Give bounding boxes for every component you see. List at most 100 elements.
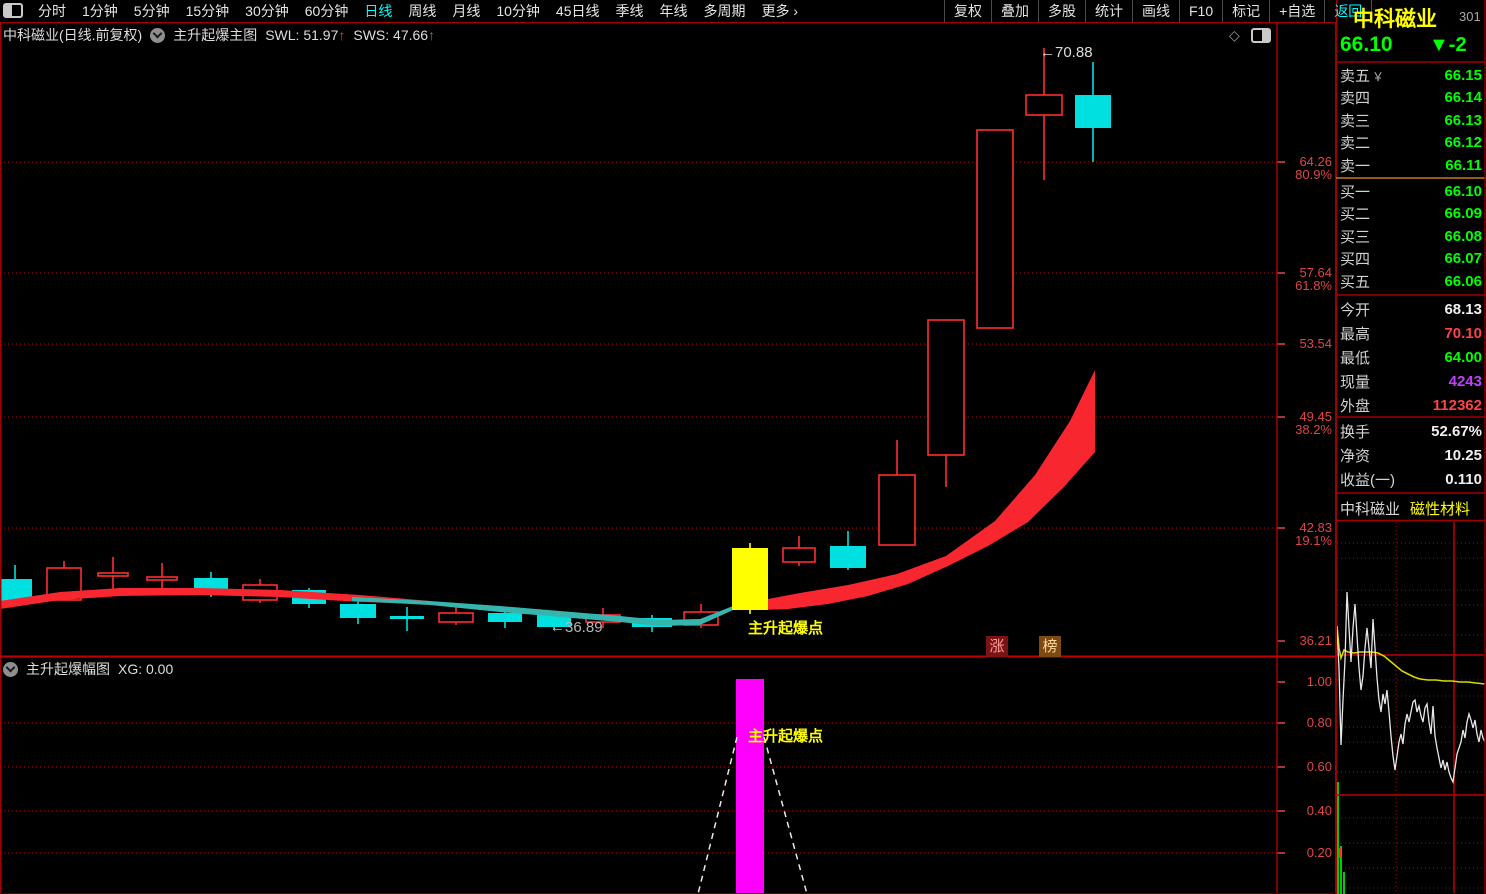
stat-3: 现量 4243 xyxy=(1340,369,1482,393)
split-pane-icon[interactable] xyxy=(1250,28,1271,43)
menu-item-6[interactable]: 日线 xyxy=(364,3,393,19)
fib-price-3: 49.45 xyxy=(1299,409,1332,424)
candle-body-up xyxy=(146,576,178,581)
stat2-1: 净资 10.25 xyxy=(1340,443,1482,467)
bid-row-2[interactable]: 买二 66.09 xyxy=(1340,203,1482,225)
bid-row-1[interactable]: 买一 66.10 xyxy=(1340,180,1482,202)
stat-2: 最低 64.00 xyxy=(1340,345,1482,369)
menu-item-10[interactable]: 45日线 xyxy=(555,3,600,19)
menu-item-9[interactable]: 10分钟 xyxy=(496,3,540,19)
menu-item-7[interactable]: 周线 xyxy=(408,3,437,19)
menu-item-11[interactable]: 季线 xyxy=(615,3,644,19)
menu-item-2[interactable]: 5分钟 xyxy=(133,3,170,19)
chart-title-row: 中科磁业(日线.前复权) 主升起爆主图 SWL: 51.97↑ SWS: 47.… xyxy=(3,25,435,45)
signal-label-main: 主升起爆点 xyxy=(748,620,824,637)
currency-icon: ￥ xyxy=(1372,69,1385,84)
menu-item-12[interactable]: 年线 xyxy=(659,3,688,19)
fib-pct-0: 80.9% xyxy=(1295,167,1332,182)
bid-row-1-price: 66.10 xyxy=(1444,182,1482,200)
stat2-2-value: 0.110 xyxy=(1445,470,1482,488)
toolbar-item-2[interactable]: 多股 xyxy=(1038,0,1085,22)
layout-pane-icon[interactable] xyxy=(3,3,23,18)
ask-row-2-label: 卖二 xyxy=(1340,135,1371,153)
toolbar-item-5[interactable]: F10 xyxy=(1179,0,1222,22)
fib-price-0: 64.26 xyxy=(1299,154,1332,169)
candle-body-signal xyxy=(732,548,768,610)
sub-indicator-xg: XG: 0.00 xyxy=(118,661,174,677)
bid-row-4-label: 买四 xyxy=(1340,251,1371,269)
ask-row-3-price: 66.13 xyxy=(1444,111,1482,129)
chevron-down-icon[interactable] xyxy=(3,661,18,677)
candle-body-down xyxy=(1075,95,1111,128)
candle-body-up xyxy=(878,474,916,546)
stat-4: 外盘 112362 xyxy=(1340,393,1482,417)
badge-榜[interactable]: 榜 xyxy=(1039,636,1061,657)
last-price: 66.10 xyxy=(1340,33,1393,56)
bid-row-3[interactable]: 买三 66.08 xyxy=(1340,225,1482,247)
up-arrow-icon: ↑ xyxy=(428,27,436,43)
fib-price-1: 57.64 xyxy=(1299,265,1332,280)
stat-2-value: 64.00 xyxy=(1444,348,1482,366)
menu-item-5[interactable]: 60分钟 xyxy=(304,3,349,19)
trend-ribbon-teal xyxy=(352,597,733,626)
stock-name[interactable]: 中科磁业 xyxy=(1353,8,1437,31)
trend-ribbon-red-right xyxy=(752,370,1095,610)
price-annotation-0: ←36.89 xyxy=(550,619,603,636)
candle-body-up xyxy=(1025,94,1063,116)
sub-signal-bar xyxy=(736,679,764,894)
toolbar-item-3[interactable]: 统计 xyxy=(1085,0,1132,22)
menu-item-0[interactable]: 分时 xyxy=(38,3,66,19)
menu-item-3[interactable]: 15分钟 xyxy=(185,3,230,19)
ask-row-4-label: 卖四 xyxy=(1340,90,1371,108)
sub-dashed-ray xyxy=(763,736,808,894)
candle-body-down xyxy=(0,579,32,601)
ask-row-1[interactable]: 卖一 66.11 xyxy=(1340,154,1482,176)
stat-0: 今开 68.13 xyxy=(1340,297,1482,321)
menu-item-13[interactable]: 多周期 xyxy=(703,3,746,19)
badge-涨[interactable]: 涨 xyxy=(986,636,1008,657)
top-menu-bar: 分时 1分钟 5分钟 15分钟 30分钟 60分钟 日线 周线 月线 10分钟 45日线 季线 年线 多周… xyxy=(0,0,1373,22)
menu-item-4[interactable]: 30分钟 xyxy=(245,3,289,19)
fib-price-4: 42.83 xyxy=(1299,520,1332,535)
ask-row-3[interactable]: 卖三 66.13 xyxy=(1340,109,1482,131)
toolbar-item-8[interactable]: 返回 xyxy=(1324,0,1373,22)
stat2-1-label: 净资 xyxy=(1340,447,1371,465)
bid-row-4[interactable]: 买四 66.07 xyxy=(1340,248,1482,270)
stat-1: 最高 70.10 xyxy=(1340,321,1482,345)
price-annotation-1: ←70.88 xyxy=(1040,44,1093,61)
candle-body-down xyxy=(488,613,522,622)
ask-row-2[interactable]: 卖二 66.12 xyxy=(1340,132,1482,154)
sub-axis-0: 1.00 xyxy=(1306,674,1332,689)
toolbar-item-1[interactable]: 叠加 xyxy=(991,0,1038,22)
menu-item-14[interactable]: 更多 › xyxy=(761,3,799,19)
ask-row-5[interactable]: 卖五 ￥ 66.15 xyxy=(1340,64,1482,86)
stat-4-value: 112362 xyxy=(1432,396,1482,414)
candle-body-down xyxy=(390,616,424,619)
bid-row-3-price: 66.08 xyxy=(1444,227,1482,245)
toolbar-item-6[interactable]: 标记 xyxy=(1222,0,1269,22)
stat-3-value: 4243 xyxy=(1448,372,1482,390)
chevron-down-icon[interactable] xyxy=(150,27,166,43)
signal-label-sub: 主升起爆点 xyxy=(748,728,824,745)
toolbar-item-4[interactable]: 画线 xyxy=(1132,0,1179,22)
stat2-0-label: 换手 xyxy=(1340,423,1371,441)
stock-code: 301 xyxy=(1459,9,1481,24)
stat-1-label: 最高 xyxy=(1340,325,1371,343)
ask-row-4[interactable]: 卖四 66.14 xyxy=(1340,87,1482,109)
fib-pct-1: 61.8% xyxy=(1295,278,1332,293)
chart-header-icons: ◇ xyxy=(1229,27,1271,44)
sub-axis-1: 0.80 xyxy=(1306,715,1332,730)
ask-row-1-price: 66.11 xyxy=(1445,156,1482,174)
stat2-2-label: 收益(一) xyxy=(1340,471,1395,489)
menu-item-1[interactable]: 1分钟 xyxy=(82,3,118,19)
toolbar-item-0[interactable]: 复权 xyxy=(944,0,991,22)
bid-row-5[interactable]: 买五 66.06 xyxy=(1340,270,1482,292)
sub-indicator-header: 主升起爆幅图 XG: 0.00 xyxy=(3,659,173,679)
company-row[interactable]: 中科磁业 磁性材料 xyxy=(1340,498,1482,519)
toolbar-item-7[interactable]: +自选 xyxy=(1269,0,1324,22)
industry-tag[interactable]: 磁性材料 xyxy=(1410,501,1471,518)
diamond-icon[interactable]: ◇ xyxy=(1229,27,1240,43)
bid-row-2-price: 66.09 xyxy=(1444,205,1482,223)
menu-item-8[interactable]: 月线 xyxy=(452,3,481,19)
